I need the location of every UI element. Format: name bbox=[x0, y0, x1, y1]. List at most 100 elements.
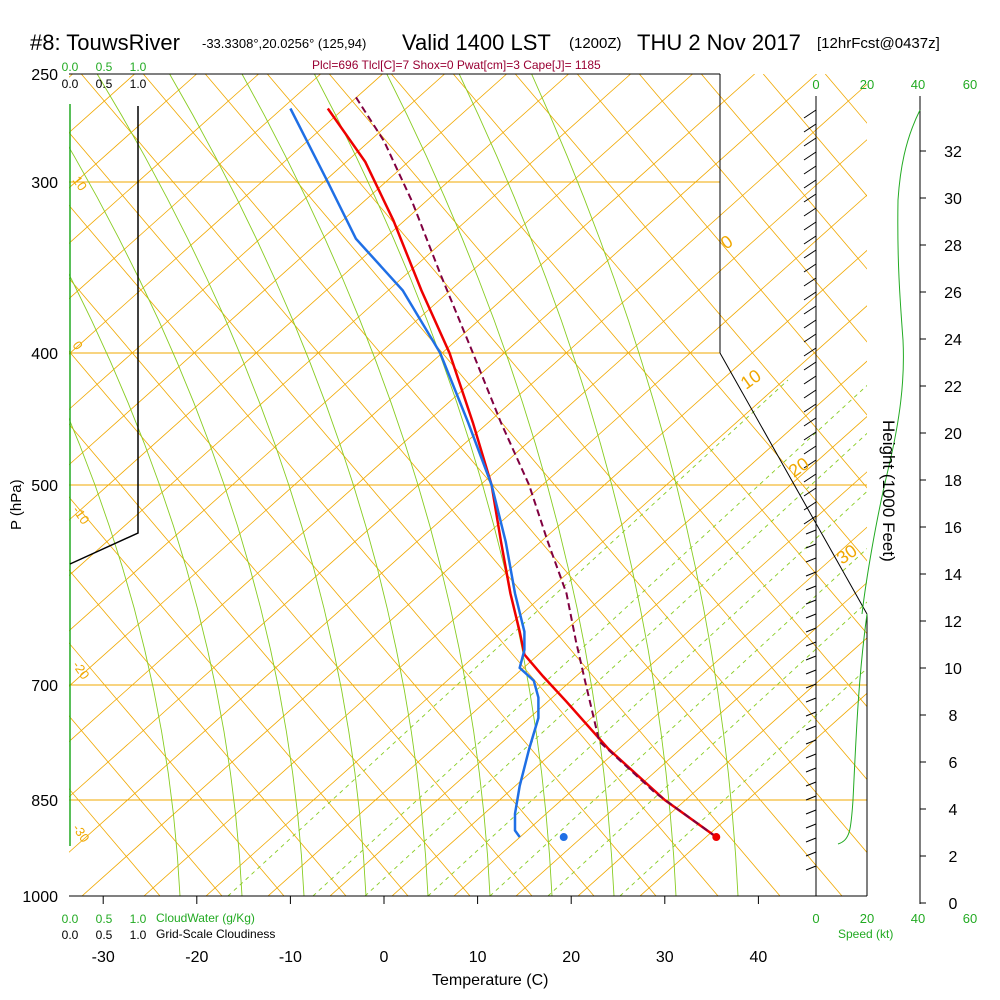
height-tick-32: 32 bbox=[944, 144, 962, 161]
wind-barb bbox=[803, 431, 817, 441]
valid-time: Valid 1400 LST bbox=[402, 30, 551, 55]
wind-barb bbox=[805, 837, 817, 843]
cloudwater-label: CloudWater (g/Kg) bbox=[156, 911, 255, 925]
dry-adiabat-line bbox=[69, 131, 719, 896]
pressure-tick-700: 700 bbox=[31, 678, 58, 695]
moist-adiabat-label-20: 20 bbox=[785, 453, 813, 481]
wind-speed-top-tick: 20 bbox=[860, 77, 874, 92]
wind-barb bbox=[803, 417, 817, 427]
pressure-tick-300: 300 bbox=[31, 175, 58, 192]
wind-barb bbox=[803, 459, 817, 469]
isotherm-line bbox=[69, 74, 259, 244]
mixing-ratio-label-3: 3 bbox=[358, 902, 376, 918]
cloudiness-bottom-tick: 0.5 bbox=[96, 928, 113, 942]
dry-adiabat-line bbox=[390, 74, 867, 635]
wind-barb bbox=[803, 235, 817, 245]
wind-barb bbox=[805, 571, 817, 577]
plot-frame bbox=[69, 73, 868, 897]
wind-barb bbox=[803, 389, 817, 399]
dry-adiabat-label--30: -30 bbox=[70, 821, 93, 845]
mixing-ratio-line bbox=[427, 490, 867, 896]
temp-tick-20: 20 bbox=[562, 949, 580, 966]
cloudiness-top-tick: 1.0 bbox=[130, 77, 147, 91]
moist-adiabats bbox=[69, 74, 739, 896]
mixing-ratio-line bbox=[312, 384, 867, 896]
isotherm-line bbox=[69, 74, 383, 355]
isotherm-line bbox=[69, 139, 867, 853]
mixing-ratio-label-2: 2 bbox=[306, 902, 324, 918]
mixing-ratio-label-8: 8 bbox=[483, 902, 501, 918]
wind-barb bbox=[803, 249, 817, 259]
height-tick-18: 18 bbox=[944, 473, 962, 490]
height-tick-20: 20 bbox=[944, 426, 962, 443]
wind-barb bbox=[803, 403, 817, 413]
wind-barb bbox=[805, 529, 817, 535]
temperature-axis-label: Temperature (C) bbox=[432, 972, 549, 989]
wind-barb bbox=[805, 823, 817, 829]
dry-adiabat-label--20: -20 bbox=[70, 658, 93, 682]
isotherm-line bbox=[69, 74, 445, 410]
wind-barb bbox=[803, 109, 817, 119]
isotherm-line bbox=[69, 74, 755, 687]
height-tick-12: 12 bbox=[944, 614, 962, 631]
parcel-line bbox=[355, 96, 717, 838]
height-tick-8: 8 bbox=[949, 708, 958, 725]
wind-barb bbox=[805, 781, 817, 787]
wind-barb bbox=[805, 767, 817, 773]
isotherm-line bbox=[639, 692, 867, 896]
isotherm-line bbox=[391, 471, 867, 896]
forecast-hour: [12hrFcst@0437z] bbox=[817, 35, 940, 52]
wind-barb bbox=[805, 613, 817, 619]
isotherm-line bbox=[69, 74, 693, 632]
cloudwater-top-tick: 0.0 bbox=[62, 60, 79, 74]
wind-barb bbox=[803, 291, 817, 301]
moist-adiabat-line bbox=[69, 146, 305, 896]
wind-barb bbox=[803, 473, 817, 483]
cloudiness-bottom-tick: 0.0 bbox=[62, 928, 79, 942]
height-tick-28: 28 bbox=[944, 238, 962, 255]
dry-adiabat-line bbox=[69, 496, 409, 896]
surface-temperature-marker bbox=[712, 833, 721, 842]
wind-barb bbox=[805, 795, 817, 801]
sounding-profiles bbox=[289, 96, 721, 842]
wind-barb bbox=[803, 123, 817, 133]
height-tick-6: 6 bbox=[949, 755, 958, 772]
moist-adiabat-line bbox=[241, 74, 491, 896]
wind-barb bbox=[803, 305, 817, 315]
wind-speed-bottom-tick: 40 bbox=[911, 911, 925, 926]
wind-barb bbox=[803, 333, 817, 343]
mixing-ratio-label-20: 20 bbox=[613, 896, 635, 918]
temp-tick--10: -10 bbox=[279, 949, 302, 966]
wind-barb bbox=[803, 179, 817, 189]
dry-adiabat-line bbox=[69, 423, 471, 896]
isotherm-line bbox=[205, 305, 867, 896]
moist-adiabat-line bbox=[69, 273, 243, 896]
height-tick-24: 24 bbox=[944, 332, 962, 349]
cloudwater-bottom-tick: 1.0 bbox=[130, 912, 147, 926]
cloudwater-bottom-tick: 0.0 bbox=[62, 912, 79, 926]
dry-adiabat-line bbox=[452, 74, 867, 562]
dry-adiabat-label-10: 10 bbox=[70, 173, 91, 193]
wind-speed-profile bbox=[837, 613, 868, 845]
dry-adiabat-line bbox=[69, 715, 223, 896]
cloudiness-profile bbox=[69, 106, 139, 565]
moist-adiabat-line bbox=[69, 417, 181, 896]
wind-barb bbox=[805, 865, 817, 871]
dry-adiabat-label-0: 0 bbox=[70, 338, 86, 353]
wind-speed-top-tick: 40 bbox=[911, 77, 925, 92]
height-tick-14: 14 bbox=[944, 567, 962, 584]
wind-barb bbox=[803, 151, 817, 161]
temp-tick--30: -30 bbox=[92, 949, 115, 966]
pressure-tick-400: 400 bbox=[31, 346, 58, 363]
wind-barb bbox=[803, 193, 817, 203]
wind-barbs bbox=[803, 96, 868, 896]
wind-barb bbox=[803, 375, 817, 385]
wind-barb bbox=[803, 277, 817, 287]
height-tick-16: 16 bbox=[944, 520, 962, 537]
isotherm-line bbox=[69, 74, 321, 300]
temperature-line bbox=[326, 107, 718, 839]
surface-dewpoint-marker bbox=[559, 833, 568, 842]
cloudiness-bottom-tick: 1.0 bbox=[130, 928, 147, 942]
